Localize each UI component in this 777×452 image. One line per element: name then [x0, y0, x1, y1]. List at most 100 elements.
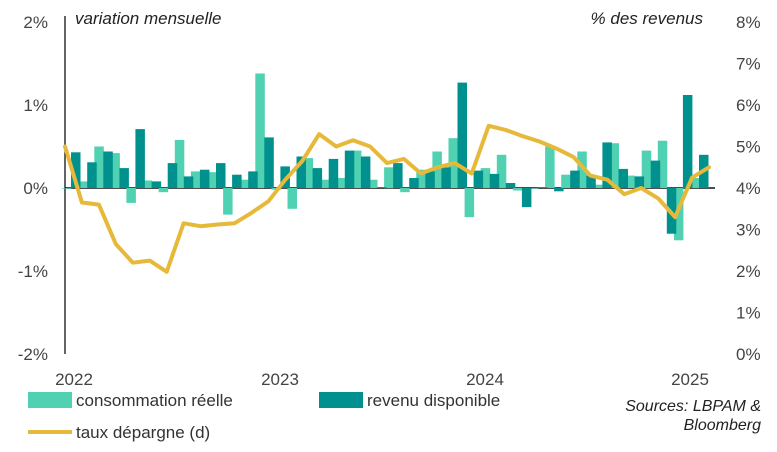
source-line-1: Sources: LBPAM & [625, 398, 761, 415]
bar-consommation [368, 179, 378, 188]
bar-consommation [255, 73, 265, 188]
bar-revenu [682, 95, 693, 188]
bar-consommation [126, 188, 136, 203]
bar-revenu [71, 152, 81, 188]
x-tick-label: 2022 [55, 370, 93, 389]
bar-revenu [183, 176, 194, 188]
bar-revenu [135, 129, 145, 188]
bar-revenu [393, 163, 403, 188]
right-axis-ticks: 0% 1% 2% 3% 4% 5% 6% 7% 8% [736, 13, 761, 364]
bar-consommation [480, 168, 491, 188]
bar-consommation [142, 180, 153, 188]
right-tick-label: 3% [736, 221, 761, 240]
x-tick-label: 2025 [671, 370, 709, 389]
x-axis-ticks: 2022 2023 2024 2025 [55, 370, 709, 389]
bar-revenu [103, 151, 113, 188]
bar-revenu [199, 169, 210, 188]
right-tick-label: 2% [736, 262, 761, 281]
bar-revenu [505, 183, 516, 188]
revenu-series [71, 82, 709, 234]
left-tick-label: 0% [23, 179, 48, 198]
bar-consommation [690, 178, 700, 188]
bar-revenu [119, 168, 129, 188]
savings-rate-series [63, 123, 711, 274]
bar-consommation [94, 146, 104, 188]
source-line-2: Bloomberg [684, 417, 761, 434]
right-tick-label: 6% [736, 96, 761, 115]
bar-consommation [110, 153, 120, 188]
bar-consommation [496, 154, 507, 188]
legend-label-consommation: consommation réelle [76, 391, 233, 410]
bar-consommation [303, 158, 314, 188]
bar-revenu [360, 156, 371, 188]
bar-revenu [344, 150, 355, 188]
legend-label-revenu: revenu disponible [367, 391, 500, 410]
bar-revenu [248, 171, 258, 188]
left-tick-label: -2% [18, 345, 48, 364]
right-tick-label: 5% [736, 138, 761, 157]
right-tick-label: 4% [736, 179, 761, 198]
bar-revenu [87, 162, 97, 188]
bar-consommation [416, 169, 426, 188]
bar-revenu [264, 137, 274, 188]
bar-consommation [174, 139, 185, 188]
bar-consommation [545, 146, 555, 188]
bar-revenu [618, 168, 628, 188]
bar-consommation [657, 140, 668, 188]
bar-consommation [577, 151, 587, 188]
bar-revenu [151, 181, 162, 188]
bar-revenu [521, 188, 532, 208]
legend-label-savings: taux dépargne (d) [76, 423, 210, 442]
bar-revenu [570, 170, 580, 188]
bar-revenu [554, 188, 564, 192]
right-tick-label: 8% [736, 13, 761, 32]
savings-rate-line [63, 123, 711, 274]
right-axis-note: % des revenus [591, 9, 704, 28]
bar-revenu [602, 142, 612, 188]
legend-swatch-consommation [28, 392, 72, 408]
bar-consommation [319, 179, 330, 188]
bar-consommation [223, 188, 233, 215]
right-tick-label: 1% [736, 304, 761, 323]
bar-revenu [328, 158, 339, 188]
bar-consommation [512, 188, 523, 191]
bar-consommation [158, 188, 169, 193]
bar-revenu [457, 82, 467, 188]
bar-consommation [432, 151, 442, 188]
bar-revenu [650, 160, 661, 188]
bar-consommation [384, 167, 394, 189]
bar-revenu [409, 178, 419, 188]
x-tick-label: 2023 [261, 370, 299, 389]
left-axis-ticks: -2% -1% 0% 1% 2% [18, 13, 48, 364]
bar-revenu [216, 163, 226, 188]
bar-revenu [441, 167, 451, 189]
bar-revenu [586, 175, 596, 188]
bar-revenu [167, 163, 178, 188]
bar-consommation [351, 150, 362, 188]
left-axis-note: variation mensuelle [75, 9, 221, 28]
bar-consommation [529, 188, 539, 189]
legend-swatch-revenu [319, 392, 363, 408]
bar-consommation [78, 181, 88, 188]
right-tick-label: 7% [736, 55, 761, 74]
bar-revenu [634, 176, 645, 188]
bar-consommation [207, 172, 217, 188]
bar-consommation [561, 174, 571, 188]
bar-revenu [312, 168, 323, 188]
left-tick-label: 1% [23, 96, 48, 115]
bar-revenu [489, 173, 500, 188]
bar-revenu [473, 170, 484, 188]
bar-consommation [673, 188, 684, 241]
left-tick-label: -1% [18, 262, 48, 281]
right-tick-label: 0% [736, 345, 761, 364]
bar-consommation [190, 171, 201, 188]
bar-revenu [538, 187, 548, 188]
left-tick-label: 2% [23, 13, 48, 32]
bar-consommation [593, 184, 603, 188]
x-tick-label: 2024 [466, 370, 504, 389]
bar-consommation [400, 188, 410, 193]
bar-revenu [296, 156, 306, 188]
bar-consommation [62, 188, 72, 189]
bar-revenu [232, 174, 242, 188]
